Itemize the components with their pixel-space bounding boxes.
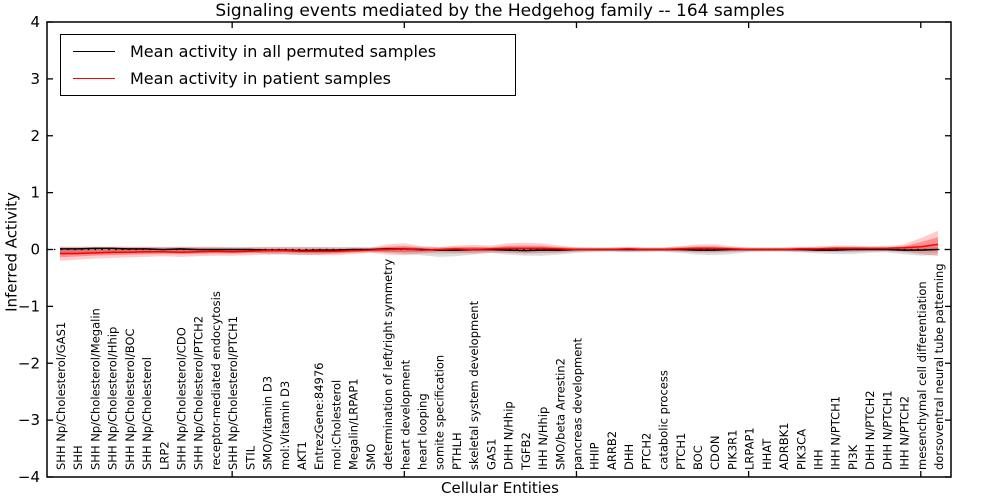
x-axis-label: Cellular Entities	[441, 479, 559, 497]
x-tick-label: DHH N/Hhip	[502, 401, 516, 470]
x-tick-label: mol:Vitamin D3	[278, 381, 292, 470]
x-tick-label: PIK3CA	[794, 429, 808, 470]
x-tick-label: heart development	[398, 359, 412, 470]
x-tick-label: determination of left/right symmetry	[381, 259, 395, 470]
x-tick-label: PTCH2	[639, 433, 653, 470]
x-tick-label: STIL	[243, 445, 257, 470]
x-tick-label: CDON	[708, 435, 722, 470]
x-tick-label: DHH N/PTCH2	[863, 390, 877, 470]
x-tick-label: IHH	[812, 449, 826, 470]
x-tick-label: SHH Np/Cholesterol/Hhip	[106, 327, 120, 470]
x-tick-label: BOC	[691, 445, 705, 470]
x-tick-label: heart looping	[416, 393, 430, 470]
patient-line-swatch	[73, 78, 115, 80]
x-tick-label: dorsoventral neural tube patterning	[932, 263, 946, 470]
x-tick-label: PI3K	[846, 444, 860, 470]
y-tick-label: −3	[18, 411, 40, 429]
x-tick-label: TGFB2	[519, 432, 533, 471]
patient samples activity range-band-inner	[60, 237, 938, 258]
y-tick-label: 3	[30, 70, 40, 88]
x-tick-label: SHH Np/Cholesterol/PTCH2	[192, 316, 206, 470]
x-tick-label: DHH	[622, 444, 636, 470]
legend-label: Mean activity in all permuted samples	[130, 41, 437, 61]
y-tick-label: 2	[30, 127, 40, 145]
x-tick-label: IHH N/PTCH2	[898, 396, 912, 470]
x-tick-label: AKT1	[295, 441, 309, 470]
legend: Mean activity in all permuted samples Me…	[60, 34, 516, 96]
y-tick-label: 4	[30, 13, 40, 31]
x-tick-label: Megalin/LRPAP1	[347, 378, 361, 470]
x-tick-label: PTCH1	[674, 433, 688, 470]
x-tick-label: pancreas development	[571, 337, 585, 470]
y-axis-label: Inferred Activity	[2, 192, 21, 312]
x-tick-label: SHH Np/Cholesterol/GAS1	[54, 322, 68, 470]
legend-item: Mean activity in patient samples	[61, 66, 515, 92]
x-tick-label: receptor-mediated endocytosis	[209, 291, 223, 470]
chart-title: Signaling events mediated by the Hedgeho…	[215, 1, 785, 21]
x-tick-label: ARRB2	[605, 431, 619, 470]
legend-label: Mean activity in patient samples	[130, 69, 391, 89]
y-tick-label: −4	[18, 468, 40, 486]
mean-activity-in-patient-samples-line	[60, 243, 939, 255]
y-tick-label: 1	[30, 184, 40, 202]
x-tick-label: SHH Np/Cholesterol	[140, 357, 154, 470]
x-tick-label: HHAT	[760, 438, 774, 470]
x-tick-label: GAS1	[484, 439, 498, 470]
x-tick-label: SHH	[71, 445, 85, 470]
x-tick-label: SHH Np/Cholesterol/PTCH1	[226, 316, 240, 470]
y-tick-label: −2	[18, 354, 40, 372]
x-tick-label: HHIP	[588, 442, 602, 470]
x-tick-label: SMO/Vitamin D3	[261, 376, 275, 470]
x-tick-label: SHH Np/Cholesterol/CDO	[175, 327, 189, 470]
x-tick-label: mol:Cholesterol	[330, 380, 344, 470]
x-tick-label: SHH Np/Cholesterol/BOC	[123, 328, 137, 470]
y-tick-label: −1	[18, 297, 40, 315]
x-tick-label: somite specification	[433, 355, 447, 470]
x-tick-label: PIK3R1	[725, 430, 739, 471]
x-tick-label: EntrezGene:84976	[312, 363, 326, 470]
x-tick-label: SMO/beta Arrestin2	[553, 358, 567, 470]
x-tick-label: catabolic process	[657, 370, 671, 470]
x-tick-label: LRPAP1	[743, 427, 757, 470]
x-tick-label: SMO	[364, 444, 378, 470]
x-tick-label: ADRBK1	[777, 423, 791, 470]
x-tick-label: PTHLH	[450, 432, 464, 470]
x-tick-label: LRP2	[157, 441, 171, 470]
x-tick-label: DHH N/PTCH1	[880, 390, 894, 470]
x-tick-label: skeletal system development	[467, 300, 481, 470]
y-tick-label: 0	[30, 241, 40, 259]
x-tick-label: mesenchymal cell differentiation	[915, 281, 929, 470]
permuted-line-swatch	[73, 50, 115, 52]
legend-item: Mean activity in all permuted samples	[61, 38, 515, 64]
x-tick-label: SHH Np/Cholesterol/Megalin	[88, 308, 102, 470]
x-tick-label: IHH N/PTCH1	[829, 396, 843, 470]
patient samples activity range-band-outer	[60, 230, 938, 261]
x-tick-label: IHH N/Hhip	[536, 407, 550, 470]
